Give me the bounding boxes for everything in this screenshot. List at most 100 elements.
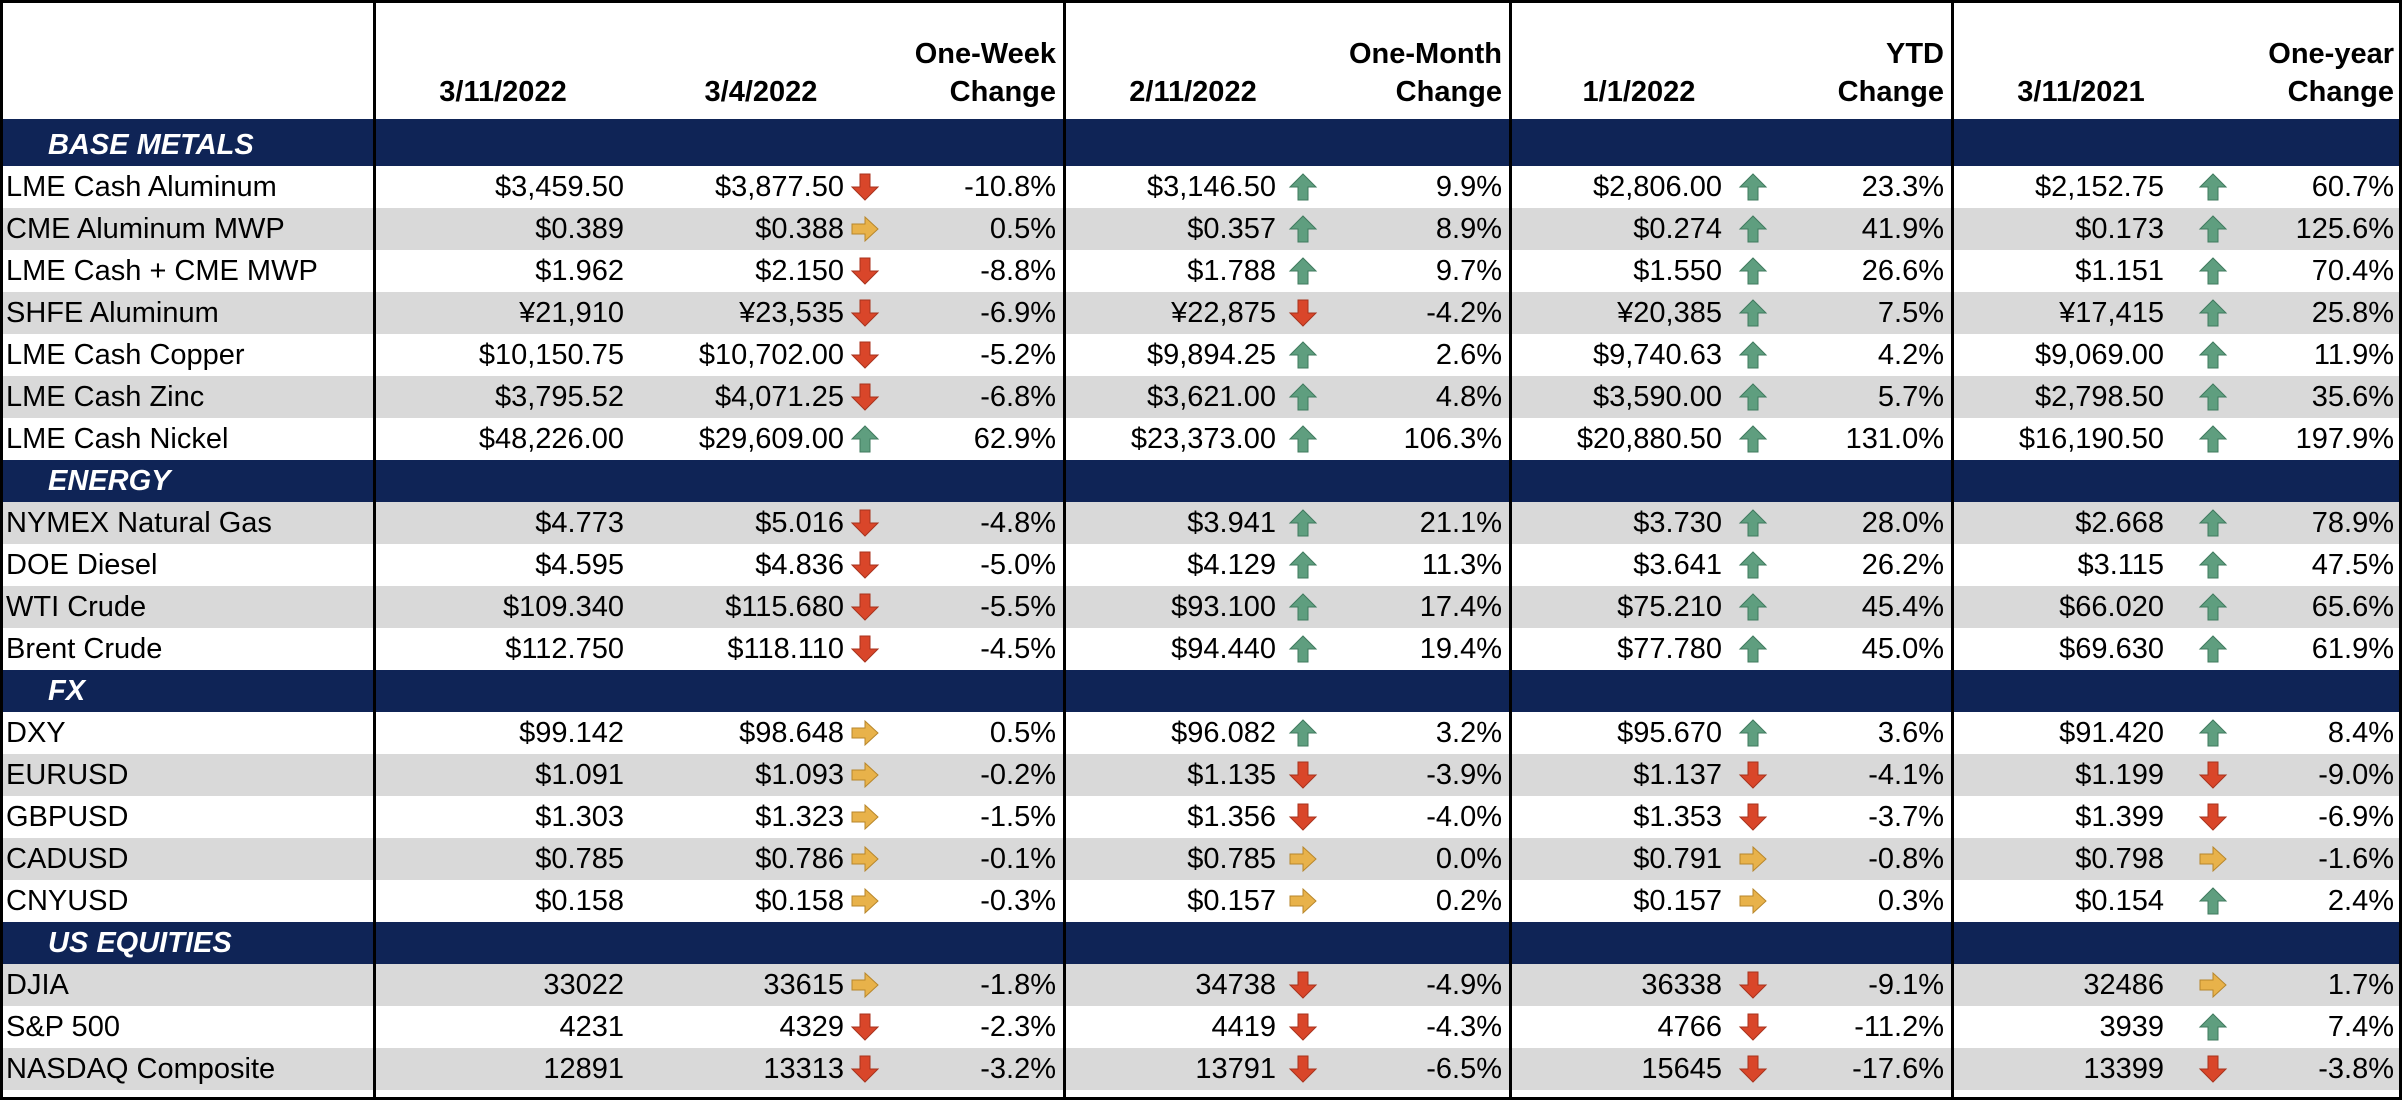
change-cell: 2.4% <box>2327 885 2394 917</box>
value-cell: $3.641 <box>1633 549 1722 581</box>
change-cell: 61.9% <box>2311 633 2394 665</box>
change-cell: 26.2% <box>1861 549 1944 581</box>
arrow-down-icon <box>1738 1054 1768 1084</box>
arrow-up-icon <box>1738 172 1768 202</box>
table-row: NYMEX Natural Gas $4.773 $5.016 -4.8% $3.941… <box>0 502 2402 544</box>
table-row: NASDAQ Composite 12891 13313 -3.2% 13791 -6.5… <box>0 1048 2402 1090</box>
value-cell: $3,621.00 <box>1146 381 1276 413</box>
value-cell: $23,373.00 <box>1130 423 1276 455</box>
value-cell: $2,806.00 <box>1592 171 1722 203</box>
section-title: BASE METALS <box>48 129 254 161</box>
change-cell: 0.5% <box>989 717 1056 749</box>
value-cell: $1.399 <box>2075 801 2164 833</box>
value-cell: $4,071.25 <box>714 381 844 413</box>
change-cell: -0.1% <box>980 843 1056 875</box>
value-cell: $3.941 <box>1187 507 1276 539</box>
change-cell: 7.4% <box>2327 1011 2394 1043</box>
arrow-up-icon <box>2198 298 2228 328</box>
header-date-year-start: 1/1/2022 <box>1582 76 1696 108</box>
column-divider <box>373 0 376 1100</box>
value-cell: $0.785 <box>1187 843 1276 875</box>
change-cell: 8.4% <box>2327 717 2394 749</box>
arrow-down-icon <box>850 1054 880 1084</box>
change-cell: 11.9% <box>2313 339 2394 371</box>
value-cell: 13791 <box>1195 1053 1276 1085</box>
value-cell: $4.836 <box>755 549 844 581</box>
value-cell: $1.323 <box>755 801 844 833</box>
arrow-down-icon <box>1738 760 1768 790</box>
table-row: DJIA 33022 33615 -1.8% 34738 -4.9% 36338 -9.1% 3… <box>0 964 2402 1006</box>
change-cell: 17.4% <box>1419 591 1502 623</box>
value-cell: ¥17,415 <box>2059 297 2164 329</box>
change-cell: -3.7% <box>1868 801 1944 833</box>
arrow-down-icon <box>2198 760 2228 790</box>
header-date-week-ago: 3/4/2022 <box>704 76 818 108</box>
change-cell: 28.0% <box>1861 507 1944 539</box>
change-cell: -6.9% <box>980 297 1056 329</box>
change-cell: 60.7% <box>2311 171 2394 203</box>
arrow-down-icon <box>1738 1012 1768 1042</box>
column-divider <box>1509 0 1512 1100</box>
arrow-right-icon <box>850 970 880 1000</box>
value-cell: $0.274 <box>1633 213 1722 245</box>
change-cell: -4.5% <box>980 633 1056 665</box>
table-row: WTI Crude $109.340 $115.680 -5.5% $93.100 17.… <box>0 586 2402 628</box>
arrow-up-icon <box>2198 550 2228 580</box>
arrow-down-icon <box>850 592 880 622</box>
change-cell: -6.8% <box>980 381 1056 413</box>
value-cell: $0.786 <box>755 843 844 875</box>
change-cell: -10.8% <box>964 171 1056 203</box>
arrow-right-icon <box>850 214 880 244</box>
value-cell: $112.750 <box>505 633 624 665</box>
change-cell: 65.6% <box>2311 591 2394 623</box>
value-cell: $93.100 <box>1171 591 1276 623</box>
value-cell: $16,190.50 <box>2018 423 2164 455</box>
header-date-current: 3/11/2022 <box>439 76 567 108</box>
change-cell: -4.2% <box>1426 297 1502 329</box>
change-cell: -3.9% <box>1426 759 1502 791</box>
change-cell: -17.6% <box>1852 1053 1944 1085</box>
table-row: LME Cash + CME MWP $1.962 $2.150 -8.8% $1.78… <box>0 250 2402 292</box>
value-cell: $0.173 <box>2075 213 2164 245</box>
change-cell: 62.9% <box>973 423 1056 455</box>
section-header-row: ENERGY <box>0 460 2402 502</box>
value-cell: $94.440 <box>1171 633 1276 665</box>
arrow-up-icon <box>1288 382 1318 412</box>
change-cell: -1.5% <box>980 801 1056 833</box>
row-label: LME Cash Nickel <box>6 423 229 455</box>
value-cell: $3,590.00 <box>1592 381 1722 413</box>
value-cell: $0.388 <box>755 213 844 245</box>
row-label: CME Aluminum MWP <box>6 213 285 245</box>
value-cell: $1.962 <box>535 255 624 287</box>
change-cell: 0.2% <box>1435 885 1502 917</box>
value-cell: $2,798.50 <box>2034 381 2164 413</box>
change-cell: -5.5% <box>980 591 1056 623</box>
value-cell: $10,150.75 <box>478 339 624 371</box>
value-cell: $9,894.25 <box>1146 339 1276 371</box>
value-cell: 4231 <box>559 1011 624 1043</box>
table-row: S&P 500 4231 4329 -2.3% 4419 -4.3% 4766 -11.2% 3… <box>0 1006 2402 1048</box>
column-divider <box>1063 0 1066 1100</box>
value-cell: $75.210 <box>1617 591 1722 623</box>
value-cell: 33615 <box>763 969 844 1001</box>
change-cell: 11.3% <box>1421 549 1502 581</box>
change-cell: 3.2% <box>1435 717 1502 749</box>
change-cell: 4.2% <box>1877 339 1944 371</box>
value-cell: 13399 <box>2083 1053 2164 1085</box>
change-cell: 78.9% <box>2311 507 2394 539</box>
value-cell: 13313 <box>763 1053 844 1085</box>
row-label: LME Cash Aluminum <box>6 171 277 203</box>
value-cell: $1.199 <box>2075 759 2164 791</box>
value-cell: $3.730 <box>1633 507 1722 539</box>
value-cell: $9,069.00 <box>2034 339 2164 371</box>
arrow-up-icon <box>1738 592 1768 622</box>
value-cell: $91.420 <box>2059 717 2164 749</box>
arrow-down-icon <box>1288 970 1318 1000</box>
arrow-down-icon <box>850 172 880 202</box>
row-label: NYMEX Natural Gas <box>6 507 272 539</box>
change-cell: -9.0% <box>2318 759 2394 791</box>
arrow-right-icon <box>2198 970 2228 1000</box>
change-cell: 0.0% <box>1435 843 1502 875</box>
value-cell: $115.680 <box>725 591 844 623</box>
change-cell: 8.9% <box>1435 213 1502 245</box>
